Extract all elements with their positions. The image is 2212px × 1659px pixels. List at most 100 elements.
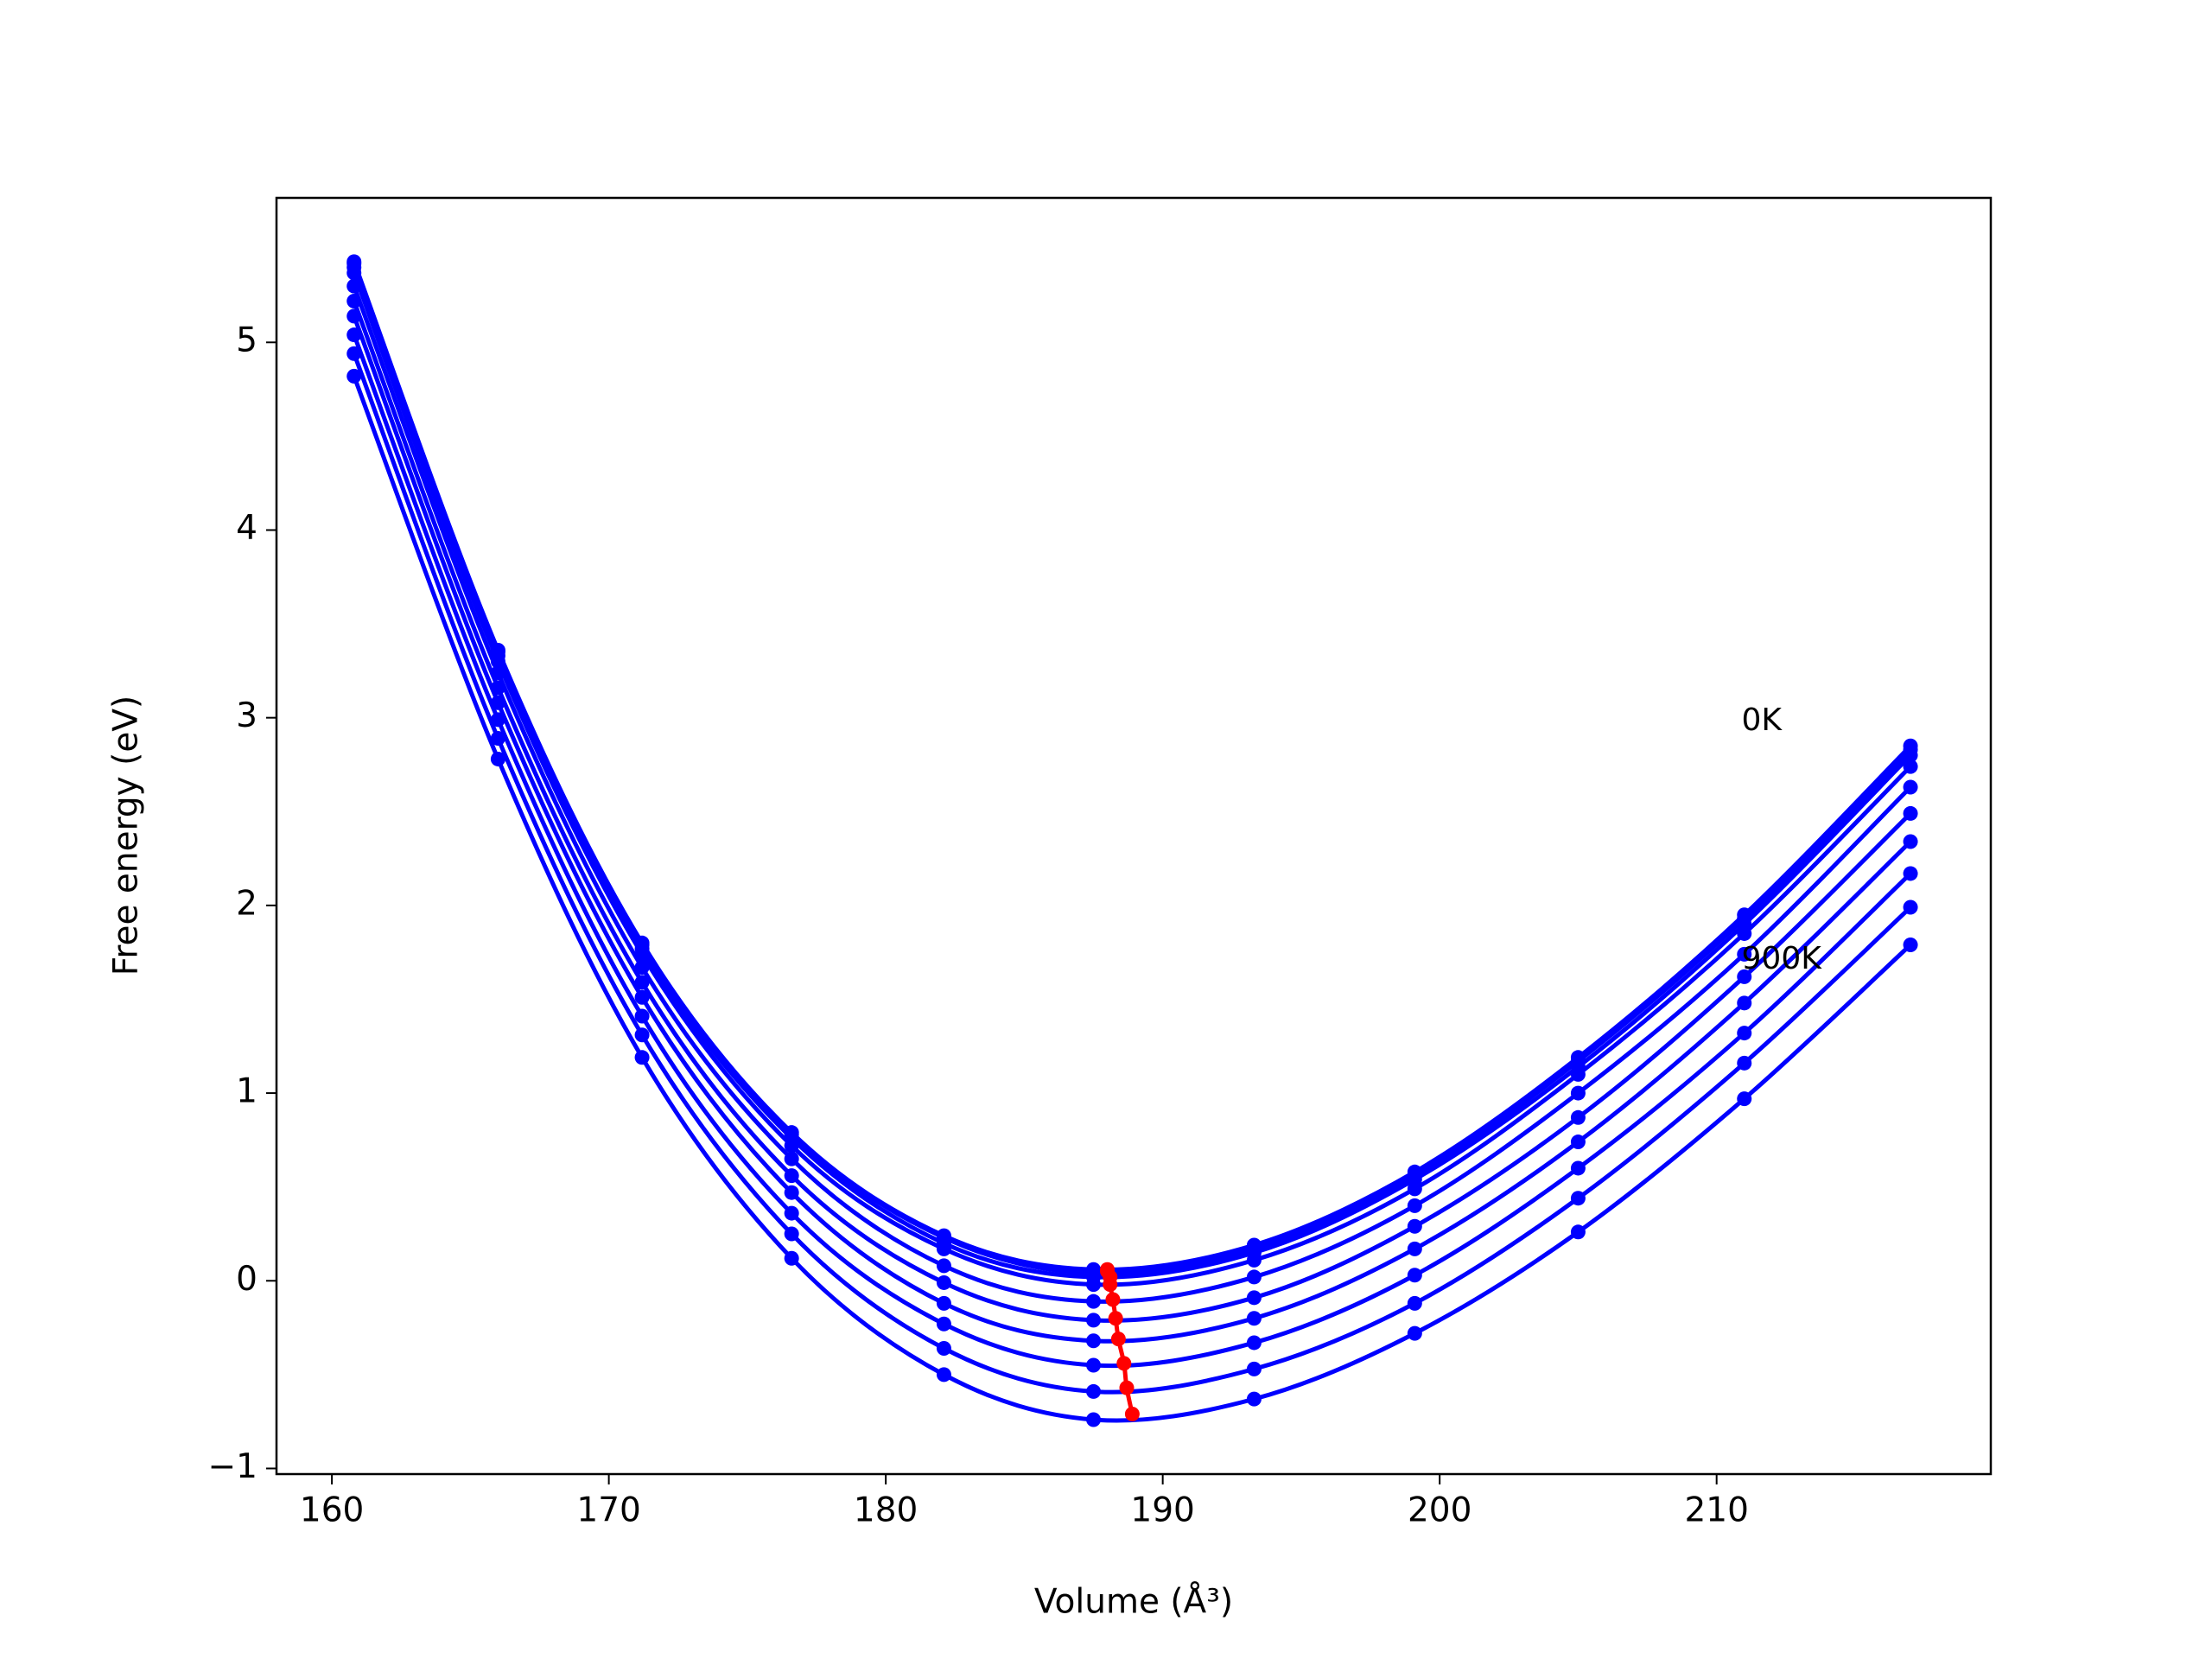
point (936, 1274, 951, 1290)
annotation: 0K (1742, 702, 1783, 738)
point (1570, 1085, 1586, 1101)
point (784, 1185, 799, 1200)
point (1246, 1290, 1262, 1306)
point (634, 960, 650, 976)
point (1086, 1412, 1102, 1427)
point (346, 308, 362, 324)
point (1105, 1292, 1121, 1307)
x-tick-label: 210 (1684, 1491, 1748, 1530)
point (1407, 1241, 1422, 1256)
point (1903, 834, 1918, 849)
point (346, 265, 362, 281)
point (1903, 866, 1918, 881)
point (784, 1226, 799, 1242)
point (1737, 925, 1752, 941)
point (1246, 1391, 1262, 1407)
y-tick-label: 3 (236, 696, 257, 735)
point (1903, 805, 1918, 821)
point (1737, 946, 1752, 962)
point (1124, 1406, 1140, 1421)
point (346, 327, 362, 343)
point (1086, 1383, 1102, 1399)
point (936, 1367, 951, 1382)
curve (352, 315, 1912, 1344)
y-tick-label: 2 (236, 884, 257, 923)
x-tick-label: 160 (300, 1491, 364, 1530)
point (1119, 1380, 1135, 1395)
point (1246, 1269, 1262, 1285)
curve (352, 334, 1912, 1369)
point (1407, 1198, 1422, 1213)
curve (352, 272, 1912, 1287)
y-axis-label: Free energy (eV) (107, 696, 146, 976)
point (1086, 1294, 1102, 1309)
x-tick-label: 190 (1130, 1491, 1194, 1530)
point (490, 751, 505, 766)
point (1737, 969, 1752, 984)
point (1903, 779, 1918, 795)
point (346, 346, 362, 361)
point (1570, 1135, 1586, 1150)
curve (352, 375, 1912, 1423)
curve (352, 300, 1912, 1323)
point (936, 1316, 951, 1332)
point (1108, 1311, 1123, 1326)
point (1737, 1055, 1752, 1071)
point (1903, 899, 1918, 915)
point (1407, 1295, 1422, 1311)
point (1570, 1109, 1586, 1125)
point (936, 1241, 951, 1256)
point (1110, 1332, 1126, 1347)
point (634, 989, 650, 1005)
point (346, 293, 362, 308)
y-tick-label: 4 (236, 509, 257, 548)
point (1086, 1313, 1102, 1328)
y-tick-label: 5 (236, 321, 257, 360)
point (936, 1340, 951, 1356)
point (784, 1168, 799, 1184)
point (1086, 1357, 1102, 1373)
point (1737, 995, 1752, 1011)
point (1246, 1252, 1262, 1268)
point (784, 1205, 799, 1221)
point (936, 1295, 951, 1311)
point (1407, 1181, 1422, 1197)
curve (352, 266, 1912, 1280)
y-tick-label: 1 (236, 1072, 257, 1111)
point (1246, 1361, 1262, 1376)
point (1570, 1191, 1586, 1206)
point (490, 731, 505, 747)
point (1086, 1277, 1102, 1293)
point (1903, 759, 1918, 774)
point (1903, 747, 1918, 763)
x-tick-label: 170 (576, 1491, 640, 1530)
point (1407, 1268, 1422, 1283)
point (1570, 1160, 1586, 1176)
point (784, 1138, 799, 1154)
point (1737, 1091, 1752, 1107)
curve (352, 285, 1912, 1304)
point (1737, 1026, 1752, 1041)
point (1407, 1325, 1422, 1341)
point (1407, 1218, 1422, 1234)
x-axis-label: Volume (Å³) (1034, 1581, 1233, 1622)
point (1246, 1335, 1262, 1351)
point (1103, 1277, 1118, 1293)
point (936, 1258, 951, 1274)
x-tick-label: 200 (1408, 1491, 1471, 1530)
point (634, 1008, 650, 1024)
annotation: 900K (1742, 941, 1823, 976)
point (634, 1027, 650, 1043)
point (1116, 1356, 1132, 1371)
curve (352, 353, 1912, 1395)
y-tick-label: 0 (236, 1260, 257, 1299)
point (346, 368, 362, 384)
point (490, 712, 505, 728)
point (634, 975, 650, 990)
point (1246, 1311, 1262, 1326)
point (1086, 1333, 1102, 1349)
point (1903, 937, 1918, 952)
point (784, 1151, 799, 1166)
point (1570, 1066, 1586, 1082)
